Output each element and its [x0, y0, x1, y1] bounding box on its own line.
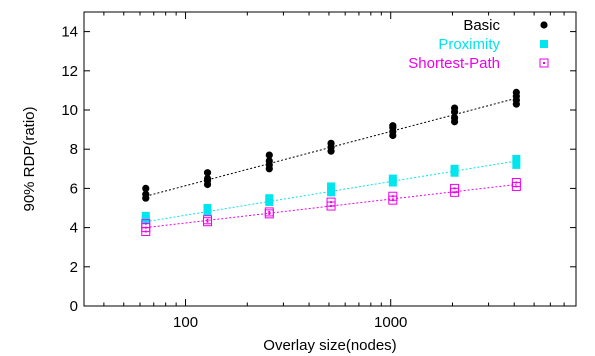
legend-label-basic: Basic: [463, 17, 500, 34]
legend-marker-proximity: [540, 40, 548, 48]
legend-label-proximity: Proximity: [438, 36, 500, 53]
y-tick-label: 4: [70, 220, 78, 237]
point-basic: [203, 175, 212, 183]
point-shortest-path-dot: [206, 220, 209, 223]
plot-frame: [83, 11, 577, 307]
legend-marker-basic: [540, 21, 548, 29]
point-shortest-path-dot: [206, 218, 209, 221]
point-proximity: [512, 160, 521, 169]
point-basic: [389, 122, 397, 130]
point-proximity: [141, 211, 150, 220]
point-shortest-path-dot: [268, 212, 271, 215]
point-shortest-path-dot: [453, 187, 456, 190]
y-axis-label: 90% RDP(ratio): [21, 106, 38, 211]
point-basic: [327, 139, 335, 147]
point-proximity: [388, 174, 397, 183]
point-shortest-path-dot: [391, 195, 394, 198]
point-shortest-path: [264, 207, 274, 217]
legend-marker-shortest-path-dot: [543, 62, 545, 64]
point-basic: [265, 157, 273, 165]
point-shortest-path: [203, 215, 213, 225]
y-tick-label: 12: [61, 63, 78, 80]
point-proximity: [327, 188, 336, 197]
legend-marker-shortest-path: [539, 58, 549, 68]
point-shortest-path: [388, 191, 398, 201]
point-shortest-path-dot: [268, 210, 271, 213]
legend-label-shortest-path: Shortest-Path: [408, 55, 500, 72]
legend: Basic Proximity Shortest-Path: [408, 17, 549, 72]
y-tick-label: 2: [70, 259, 78, 276]
point-proximity: [203, 204, 212, 212]
y-tick-label: 14: [61, 24, 78, 41]
point-basic: [265, 151, 273, 159]
data-points: [141, 88, 521, 237]
point-proximity: [265, 194, 274, 203]
point-shortest-path-dot: [330, 201, 333, 204]
x-axis-label: Overlay size(nodes): [263, 337, 396, 354]
point-proximity: [327, 182, 336, 191]
point-shortest-path: [141, 219, 151, 229]
y-tick-label: 0: [70, 298, 78, 315]
point-proximity: [450, 164, 459, 173]
x-tick-label: 1000: [374, 314, 407, 331]
point-basic: [450, 104, 459, 112]
point-shortest-path: [511, 178, 521, 188]
trend-lines: [145, 97, 517, 229]
point-basic: [142, 184, 150, 192]
y-tick-label: 6: [70, 180, 78, 197]
point-shortest-path: [326, 197, 336, 207]
point-basic: [142, 190, 150, 198]
point-shortest-path: [450, 183, 460, 193]
point-basic: [450, 114, 459, 122]
point-basic: [512, 88, 520, 96]
point-basic: [203, 169, 212, 177]
point-shortest-path-dot: [144, 222, 147, 225]
y-tick-label: 10: [61, 102, 78, 119]
point-shortest-path-dot: [515, 181, 518, 184]
ticks: 0 2 4 6 8 10 12 14 100 1000: [61, 12, 576, 331]
y-tick-label: 8: [70, 141, 78, 158]
x-tick-label: 100: [173, 314, 198, 331]
point-proximity: [512, 155, 521, 163]
